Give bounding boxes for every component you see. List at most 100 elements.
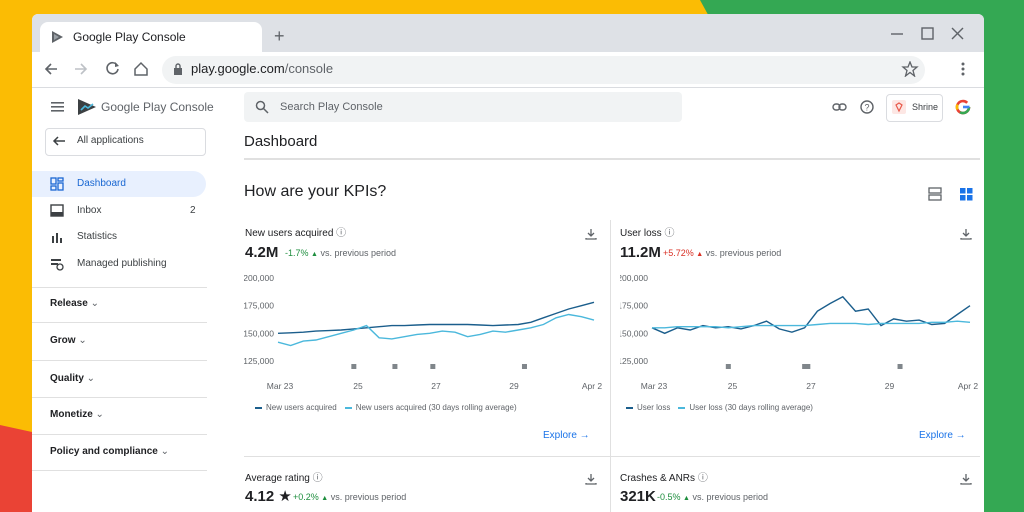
y-tick-label: 150,000 (620, 328, 648, 338)
card-value: 11.2M (620, 244, 661, 261)
account-button[interactable] (886, 94, 943, 122)
legend: User loss User loss (30 days rolling aver… (626, 403, 821, 412)
y-tick-label: 200,000 (620, 273, 648, 283)
dashboard-icon (50, 177, 64, 191)
url-host: play.google.com (191, 61, 285, 76)
y-tick-label: 175,000 (620, 301, 648, 311)
section-label[interactable]: Monetize ⌄ (50, 409, 104, 420)
card-divider (610, 220, 611, 512)
menu-icon[interactable] (51, 101, 65, 113)
section-label[interactable]: Policy and compliance ⌄ (50, 446, 169, 457)
kpi-heading: How are your KPIs? (244, 183, 387, 200)
page-title: Dashboard (244, 133, 318, 150)
card-value: 321K (620, 488, 656, 505)
download-icon[interactable] (960, 473, 972, 485)
layout-toggle[interactable] (927, 186, 977, 202)
download-icon[interactable] (585, 473, 597, 485)
url-path: /console (284, 61, 334, 76)
x-tick-label: Apr 2 (958, 381, 979, 391)
legend: New users acquired New users acquired (30… (255, 403, 525, 412)
event-marker (805, 364, 811, 369)
y-tick-label: 175,000 (244, 301, 274, 311)
all-applications-button[interactable] (45, 128, 206, 156)
divider (32, 322, 207, 323)
explore-text: Explore (919, 430, 953, 441)
nav-label[interactable]: Inbox (77, 205, 102, 216)
header-divider (244, 158, 980, 160)
section-label[interactable]: Quality ⌄ (50, 373, 96, 384)
y-tick-label: 125,000 (620, 356, 648, 366)
nav-label[interactable]: Statistics (77, 231, 118, 242)
lock-icon (174, 63, 182, 75)
new-tab-button[interactable]: + (274, 26, 285, 46)
section-label[interactable]: Grow ⌄ (50, 335, 87, 346)
explore-link[interactable]: Explore → (919, 430, 966, 441)
divider (32, 470, 207, 471)
legend-label: New users acquired (30 days rolling aver… (355, 403, 517, 412)
section-text: Quality (50, 373, 84, 384)
card-title: New users acquired ⓘ (245, 228, 347, 239)
download-icon[interactable] (960, 228, 972, 240)
tab[interactable] (40, 22, 262, 52)
card-comparison: vs. previous period (692, 492, 769, 502)
search-box[interactable] (244, 92, 682, 122)
legend-swatch (678, 406, 686, 409)
event-marker (430, 364, 436, 369)
search-icon (255, 100, 269, 114)
section-label[interactable]: Release ⌄ (50, 298, 99, 309)
x-tick-label: 27 (431, 381, 441, 391)
card-value: 4.2M (245, 244, 279, 261)
x-tick-label: Mar 23 (267, 381, 294, 391)
header-icons[interactable]: ? (832, 100, 876, 114)
search-placeholder: Search Play Console (280, 101, 383, 113)
chart: 125,000 150,000 175,000 200,000 Mar 23 25 27 29… (620, 273, 979, 391)
nav-item-selected[interactable] (32, 171, 206, 197)
x-tick-label: Mar 23 (641, 381, 668, 391)
card-comparison: vs. previous period (330, 492, 407, 502)
nav-label[interactable]: Managed publishing (77, 258, 167, 269)
event-marker (897, 364, 903, 369)
card-change-text: +0.2% (293, 492, 319, 502)
card-comparison: vs. previous period (705, 248, 782, 258)
browser-window (32, 14, 984, 512)
inbox-icon (50, 204, 64, 217)
favicon (52, 31, 63, 43)
legend-label: New users acquired (266, 403, 337, 412)
download-icon[interactable] (585, 228, 597, 240)
series-line (277, 301, 595, 334)
divider (32, 434, 207, 435)
card-change: -0.5% ▲ vs. previous period (657, 492, 769, 503)
card-comparison: vs. previous period (320, 248, 397, 258)
inbox-badge: 2 (190, 205, 196, 216)
nav-label[interactable]: Dashboard (77, 178, 126, 189)
legend-swatch (255, 406, 262, 409)
legend-label: User loss (30 days rolling average) (689, 403, 813, 412)
explore-link[interactable]: Explore → (543, 430, 590, 441)
tab-title: Google Play Console (73, 30, 186, 44)
event-marker (521, 364, 527, 369)
legend-label: User loss (637, 403, 671, 412)
toolbar-border (32, 87, 984, 88)
omnibox[interactable] (162, 56, 925, 84)
card-change-text: -1.7% (285, 248, 309, 258)
section-text: Monetize (50, 409, 93, 420)
toolbar-actions[interactable] (901, 61, 971, 77)
y-tick-label: 125,000 (244, 356, 274, 366)
card-change: +5.72% ▲ vs. previous period (663, 248, 782, 259)
x-tick-label: 29 (885, 381, 895, 391)
nav-buttons[interactable] (42, 60, 152, 78)
publishing-icon (51, 259, 64, 271)
all-applications-label: All applications (77, 135, 144, 146)
card-title-text: Average rating (245, 473, 310, 484)
card-change-text: +5.72% (663, 248, 694, 258)
google-logo[interactable] (954, 98, 972, 116)
series-line (651, 295, 971, 335)
shrine-logo (892, 100, 906, 114)
legend-swatch (344, 406, 352, 409)
chart: 125,000 150,000 175,000 200,000 Mar 23 25 27 29… (244, 273, 602, 391)
account-name: Shrine (912, 102, 939, 112)
card-title: User loss ⓘ (620, 228, 675, 239)
explore-text: Explore (543, 430, 577, 441)
card-title: Crashes & ANRs ⓘ (620, 473, 708, 484)
statistics-icon (52, 233, 62, 243)
